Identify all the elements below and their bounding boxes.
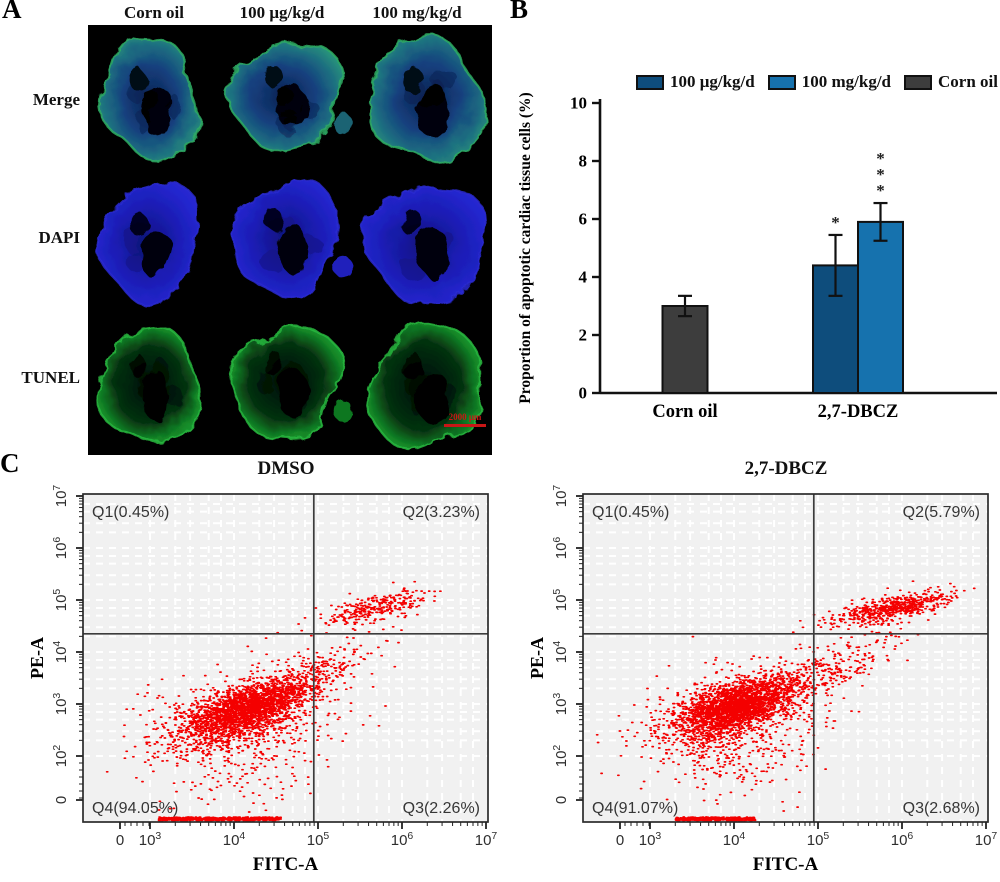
svg-text:*: * <box>831 213 840 232</box>
quadrant-label-q1: Q1(0.45%) <box>92 504 169 521</box>
quadrant-label-q2: Q2(5.79%) <box>903 504 980 521</box>
svg-text:FITC-A: FITC-A <box>253 854 319 875</box>
quadrant-label-q4: Q4(91.07%) <box>592 800 678 817</box>
quadrant-label-q4: Q4(94.05%) <box>92 800 178 817</box>
quadrant-label-q1: Q1(0.45%) <box>592 504 669 521</box>
svg-text:107: 107 <box>475 830 498 849</box>
svg-text:4: 4 <box>579 268 588 287</box>
svg-text:PE-A: PE-A <box>28 637 47 679</box>
quadrant-label-q3: Q3(2.68%) <box>903 800 980 817</box>
bar-chart: 0 2 4 6 8 10 Proportion of apoptotic cardiac t… <box>517 92 997 422</box>
micrograph-merge-0 <box>88 25 223 168</box>
svg-text:*: * <box>876 181 885 200</box>
svg-text:105: 105 <box>551 589 570 612</box>
panel-a-label: A <box>2 0 22 25</box>
svg-text:2,7-DBCZ: 2,7-DBCZ <box>818 402 899 422</box>
svg-text:105: 105 <box>807 830 830 849</box>
svg-text:103: 103 <box>639 830 662 849</box>
micrograph-dapi-1 <box>223 168 358 311</box>
legend-swatch <box>767 74 796 90</box>
svg-text:2: 2 <box>579 326 588 345</box>
flow-scatter-dbcz: Q1(0.45%) Q2(5.79%) Q4(91.07%) Q3(2.68%) 0 10… <box>528 485 998 875</box>
svg-text:0: 0 <box>616 832 624 849</box>
legend-label: 100 mg/kg/d <box>801 72 892 91</box>
svg-text:102: 102 <box>51 745 70 768</box>
micrograph-dapi-2 <box>357 168 492 311</box>
bar-chart-legend: 100 μg/kg/d 100 mg/kg/d Corn oil <box>606 72 998 92</box>
svg-text:103: 103 <box>139 830 162 849</box>
panel-c-letter: C <box>0 448 20 478</box>
svg-text:106: 106 <box>51 537 70 560</box>
quadrant-label-q2: Q2(3.23%) <box>403 504 480 521</box>
col-header-corn-oil: Corn oil <box>124 3 184 22</box>
row-label-tunel: TUNEL <box>21 368 80 387</box>
svg-text:PE-A: PE-A <box>528 637 547 679</box>
micrograph-tunel-0 <box>88 312 223 455</box>
svg-text:102: 102 <box>551 745 570 768</box>
svg-text:106: 106 <box>551 537 570 560</box>
scale-bar-line <box>444 424 486 427</box>
svg-text:8: 8 <box>579 152 588 171</box>
legend-swatch <box>635 74 664 90</box>
svg-text:104: 104 <box>551 641 570 664</box>
svg-text:104: 104 <box>51 641 70 664</box>
micrograph-merge-1 <box>223 25 358 168</box>
micrograph-grid <box>88 25 492 455</box>
svg-text:0: 0 <box>53 796 70 804</box>
legend-label: 100 μg/kg/d <box>669 72 755 91</box>
flow-plot-title-dmso: DMSO <box>257 458 315 479</box>
svg-text:FITC-A: FITC-A <box>753 854 819 875</box>
row-label-dapi: DAPI <box>38 228 80 247</box>
svg-text:103: 103 <box>51 693 70 716</box>
flow-scatter-dmso: Q1(0.45%) Q2(3.23%) Q4(94.05%) Q3(2.26%) 0 10… <box>28 485 498 875</box>
micrograph-tunel-1 <box>223 312 358 455</box>
svg-text:106: 106 <box>891 830 914 849</box>
svg-text:107: 107 <box>551 485 570 508</box>
svg-text:106: 106 <box>391 830 414 849</box>
svg-text:105: 105 <box>307 830 330 849</box>
svg-text:10: 10 <box>570 94 587 113</box>
panel-a-letter: A <box>2 0 22 24</box>
svg-text:0: 0 <box>553 796 570 804</box>
svg-text:105: 105 <box>51 589 70 612</box>
svg-text:Proportion of apoptotic cardia: Proportion of apoptotic cardiac tissue c… <box>517 92 534 403</box>
panel-c-label: C <box>0 448 20 479</box>
svg-text:107: 107 <box>51 485 70 508</box>
micrograph-tunel-2 <box>357 312 492 455</box>
flow-plot-title-dbcz: 2,7-DBCZ <box>744 458 828 479</box>
col-header-100mg: 100 mg/kg/d <box>372 3 462 22</box>
panel-b-letter: B <box>510 0 529 24</box>
scale-bar-text: 2000 μm <box>448 412 482 422</box>
svg-text:0: 0 <box>579 384 588 403</box>
micrograph-merge-2 <box>357 25 492 168</box>
legend-swatch <box>904 74 933 90</box>
svg-text:103: 103 <box>551 693 570 716</box>
svg-text:107: 107 <box>975 830 998 849</box>
legend-label: Corn oil <box>938 72 998 91</box>
quadrant-label-q3: Q3(2.26%) <box>403 800 480 817</box>
panel-b-label: B <box>510 0 528 25</box>
legend-item: Corn oil <box>904 72 998 92</box>
svg-text:*: * <box>876 165 885 184</box>
svg-text:104: 104 <box>223 830 246 849</box>
svg-text:Corn oil: Corn oil <box>652 402 717 422</box>
col-header-100ug: 100 μg/kg/d <box>239 3 325 22</box>
legend-item: 100 μg/kg/d <box>635 72 755 92</box>
legend-item: 100 mg/kg/d <box>767 72 892 92</box>
row-label-merge: Merge <box>32 90 80 109</box>
svg-text:*: * <box>876 149 885 168</box>
scale-bar: 2000 μm <box>438 412 492 427</box>
svg-text:0: 0 <box>116 832 124 849</box>
micrograph-dapi-0 <box>88 168 223 311</box>
svg-text:104: 104 <box>723 830 746 849</box>
svg-text:6: 6 <box>579 210 588 229</box>
